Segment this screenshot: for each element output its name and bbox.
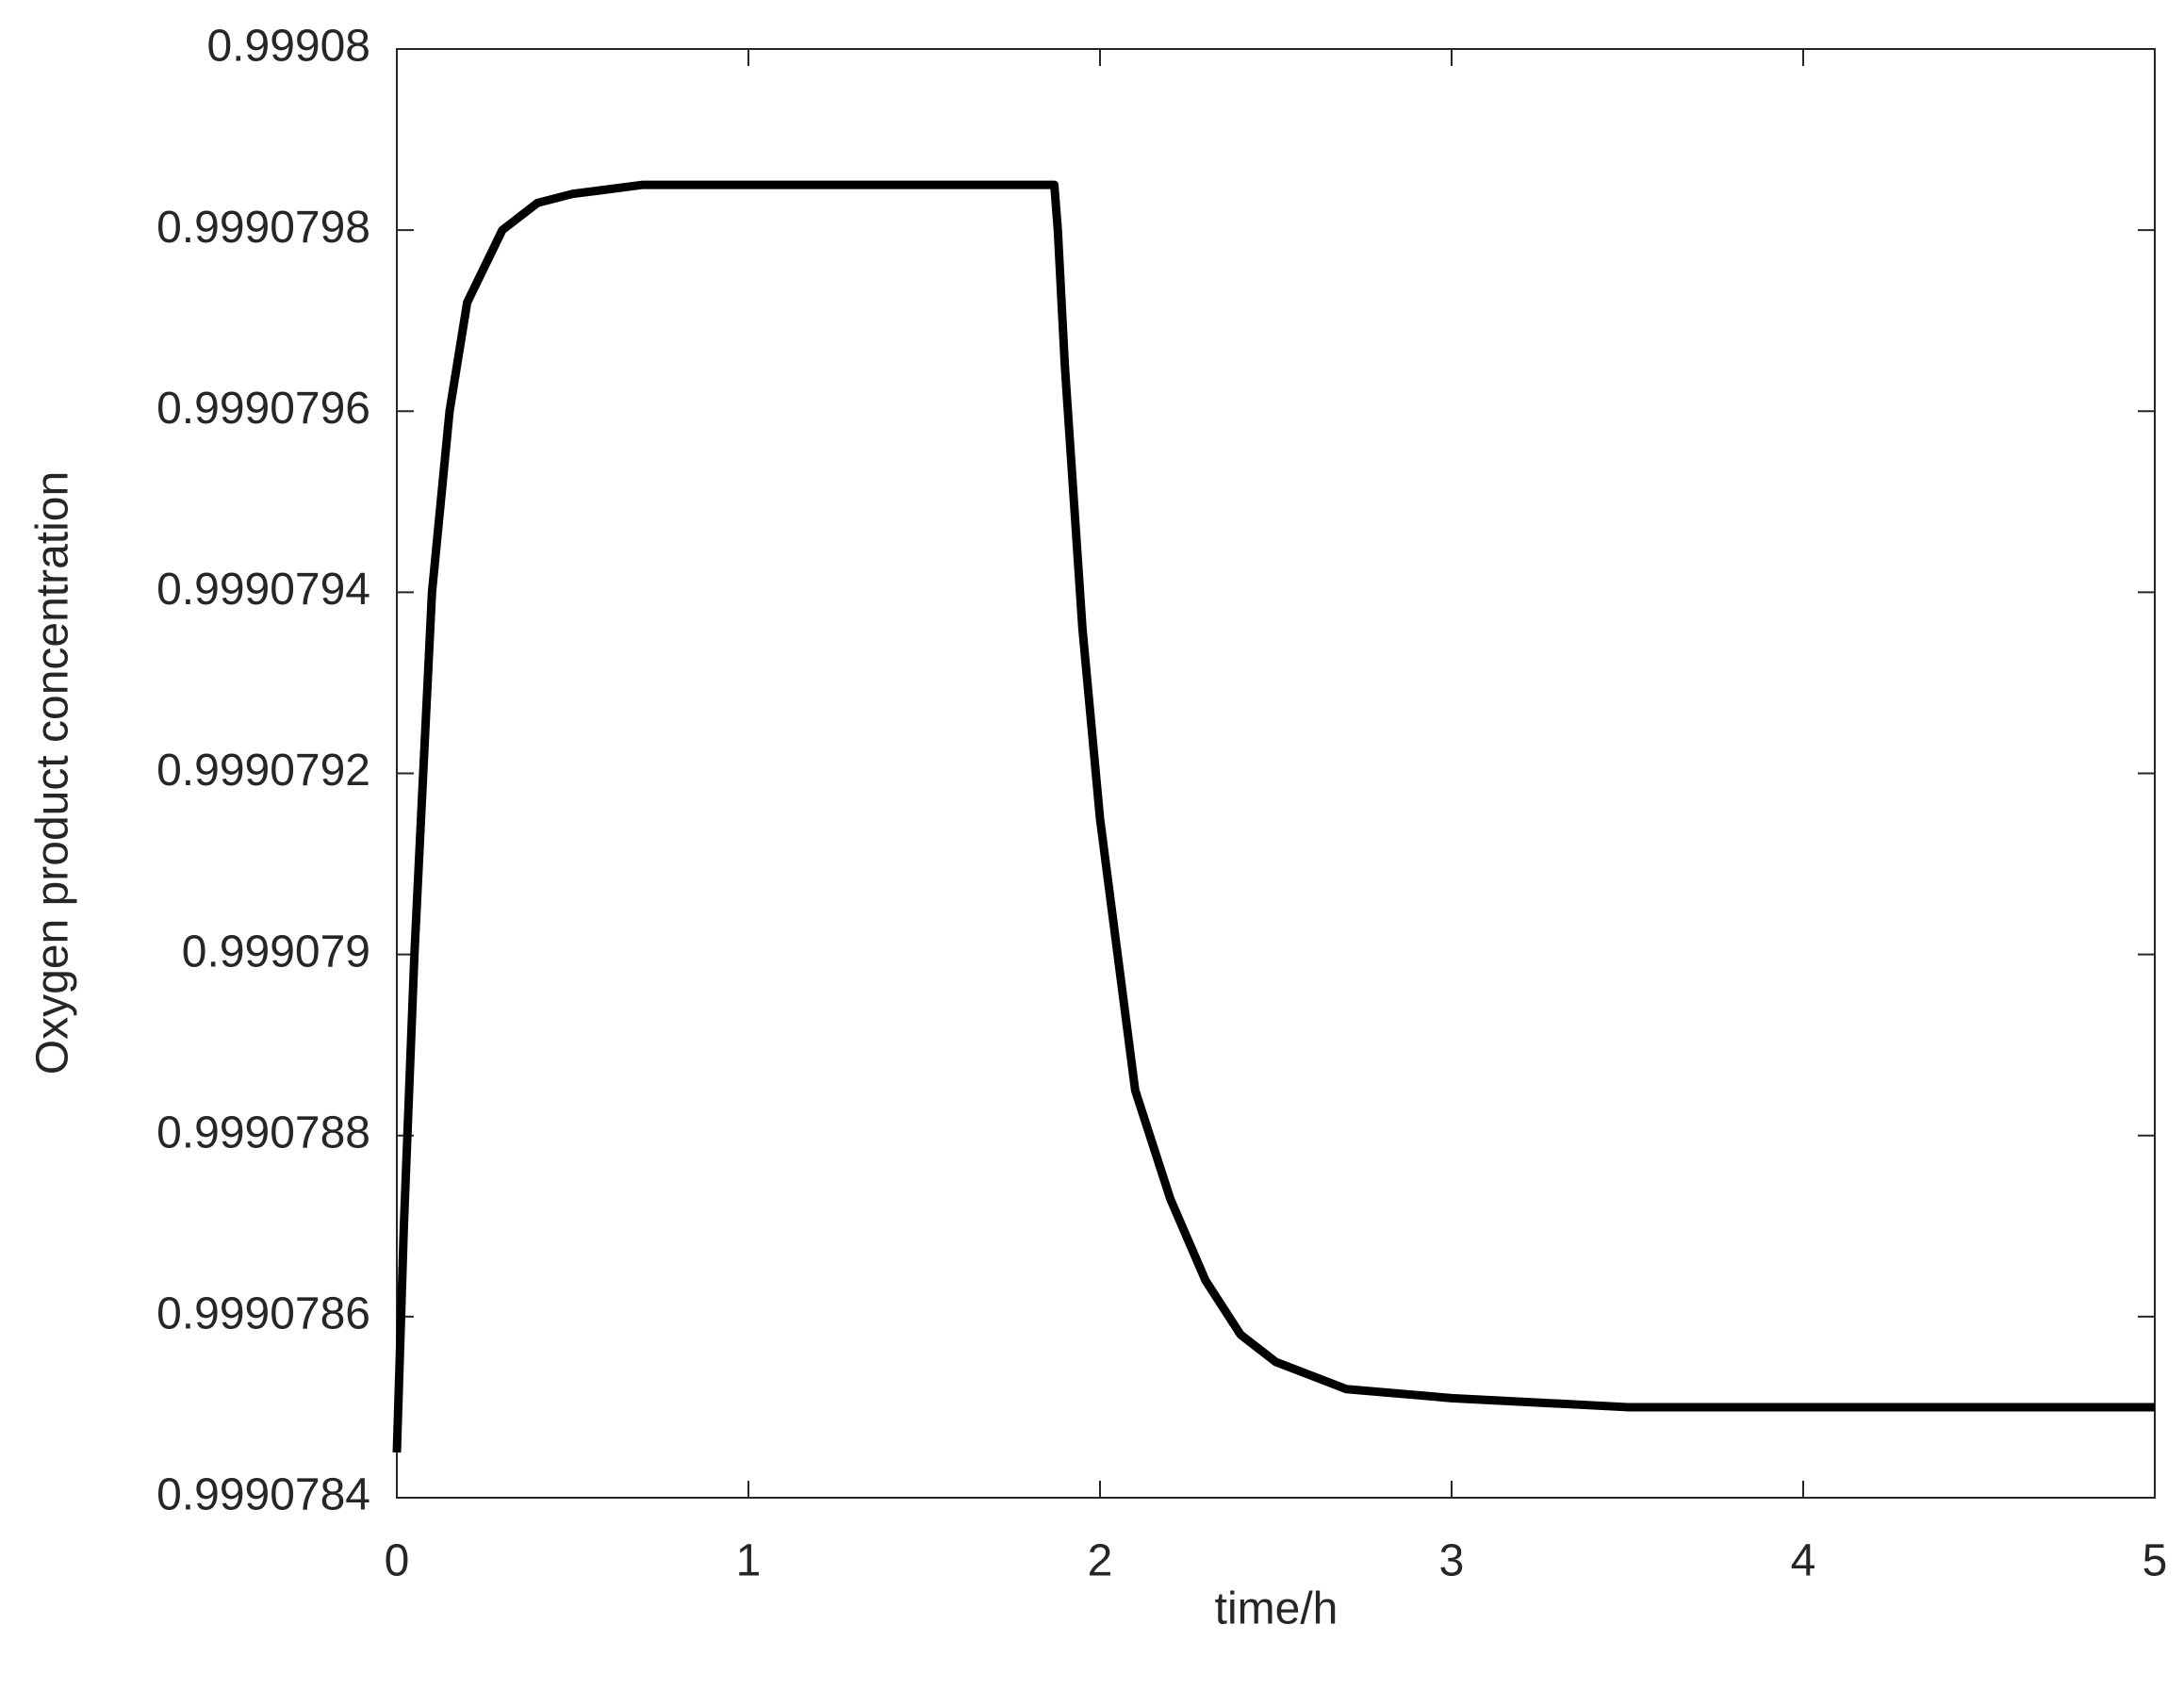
plot-frame [396, 48, 2156, 1499]
x-axis-label: time/h [1215, 1584, 1338, 1634]
y-tick-label: 0.9990794 [156, 565, 370, 615]
y-tick-label: 0.9990786 [156, 1289, 370, 1339]
x-tick-label: 4 [1791, 1536, 1816, 1586]
y-tick-label: 0.9990792 [156, 746, 370, 796]
x-tick-label: 1 [736, 1536, 762, 1586]
x-tick-label: 0 [385, 1536, 410, 1586]
y-tick-label: 0.99908 [206, 22, 370, 72]
y-tick-label: 0.999079 [182, 927, 370, 976]
x-tick-label: 3 [1439, 1536, 1465, 1586]
y-tick-label: 0.9990798 [156, 203, 370, 253]
data-line [392, 180, 2155, 1453]
y-tick-label: 0.9990788 [156, 1108, 370, 1157]
x-tick-label: 5 [2143, 1536, 2168, 1586]
x-tick-label: 2 [1088, 1536, 1113, 1586]
y-tick-label: 0.9990796 [156, 384, 370, 434]
y-tick-label: 0.9990784 [156, 1470, 370, 1520]
y-axis-label: Oxygen product concentration [28, 471, 78, 1075]
